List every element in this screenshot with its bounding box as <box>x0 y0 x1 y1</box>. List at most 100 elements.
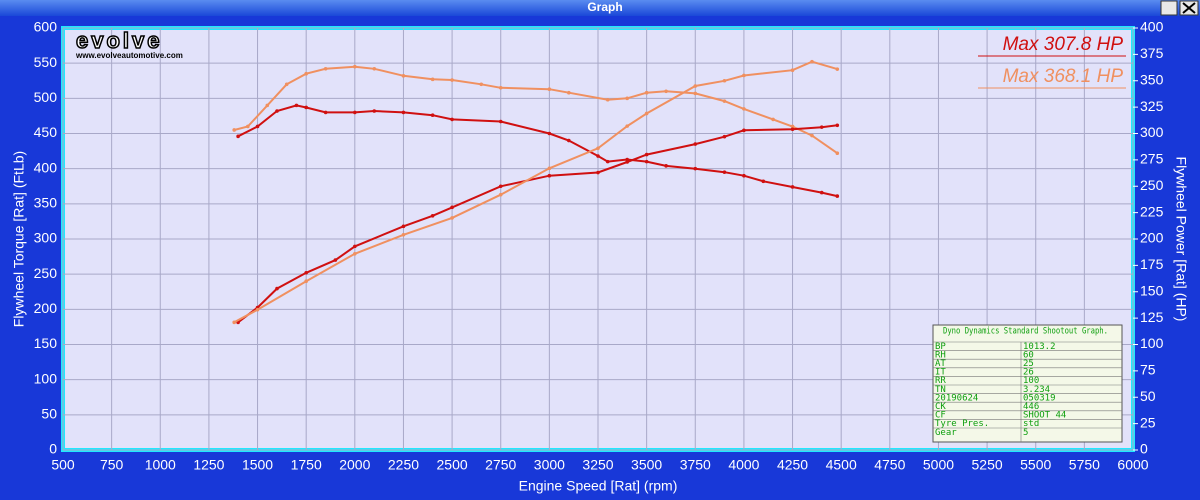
data-point <box>596 154 600 158</box>
y-tick-label: 350 <box>34 195 58 211</box>
x-tick-label: 5750 <box>1069 457 1100 473</box>
data-point <box>722 99 727 103</box>
y-tick-label: 500 <box>34 89 58 105</box>
data-point <box>275 109 279 113</box>
data-point <box>450 205 454 210</box>
x-tick-label: 2500 <box>437 457 468 473</box>
data-point <box>835 151 840 155</box>
data-point <box>664 89 668 94</box>
x-tick-label: 1250 <box>193 457 224 473</box>
data-point <box>372 66 377 71</box>
data-point <box>232 128 236 132</box>
data-point <box>353 64 357 69</box>
info-value: 3.234 <box>1023 385 1050 395</box>
data-point <box>742 173 746 178</box>
data-point <box>430 213 435 218</box>
logo: evolve <box>76 28 163 53</box>
data-point <box>644 159 649 164</box>
data-point <box>323 66 328 71</box>
x-axis-title: Engine Speed [Rat] (rpm) <box>519 478 678 494</box>
y-tick-label: 200 <box>34 300 58 316</box>
data-point <box>304 279 308 284</box>
data-point <box>294 103 299 108</box>
data-point <box>819 190 824 195</box>
y-tick-label: 550 <box>34 54 58 70</box>
x-tick-label: 5500 <box>1020 457 1051 473</box>
x-tick-label: 5250 <box>972 457 1003 473</box>
x-tick-label: 2000 <box>339 457 370 473</box>
y2-tick-label: 225 <box>1140 203 1164 219</box>
y-tick-label: 600 <box>34 19 58 35</box>
data-point <box>498 119 503 124</box>
data-point <box>372 109 377 113</box>
y-tick-label: 100 <box>34 370 58 386</box>
data-point <box>401 224 406 229</box>
y2-tick-label: 275 <box>1140 151 1164 167</box>
legend-entry: Max 368.1 HP <box>1003 66 1124 87</box>
data-point <box>722 170 727 174</box>
info-key: RH <box>935 350 946 360</box>
y2-tick-label: 250 <box>1140 177 1164 193</box>
info-key: Tyre Pres. <box>935 419 989 429</box>
data-point <box>644 111 649 116</box>
x-tick-label: 3500 <box>631 457 662 473</box>
y2-tick-label: 200 <box>1140 230 1164 246</box>
y-tick-label: 250 <box>34 265 58 281</box>
data-point <box>353 251 357 256</box>
data-point <box>547 87 552 91</box>
data-point <box>742 107 746 111</box>
info-value: 25 <box>1023 359 1034 369</box>
info-value: 5 <box>1023 428 1028 438</box>
data-point <box>333 258 338 262</box>
y2-tick-label: 50 <box>1140 388 1156 404</box>
x-tick-label: 1000 <box>145 457 176 473</box>
x-tick-label: 2250 <box>388 457 419 473</box>
info-key: CF <box>935 411 946 421</box>
data-point <box>255 124 260 129</box>
info-value: 60 <box>1023 350 1034 360</box>
x-tick-label: 3000 <box>534 457 565 473</box>
info-value: 100 <box>1023 376 1039 386</box>
data-point <box>771 117 775 122</box>
data-point <box>644 90 649 95</box>
data-point <box>664 164 668 168</box>
x-tick-label: 1750 <box>291 457 322 473</box>
info-value: SHOOT_44 <box>1023 411 1066 421</box>
data-point <box>790 124 795 129</box>
window-title: Graph <box>587 0 622 14</box>
y2-tick-label: 325 <box>1140 98 1164 114</box>
info-background <box>932 324 1123 443</box>
data-point <box>450 78 454 82</box>
legend-entry: Max 307.8 HP <box>1003 34 1124 55</box>
x-tick-label: 4750 <box>874 457 905 473</box>
data-point <box>430 113 435 118</box>
data-point <box>236 134 240 139</box>
data-point <box>430 77 435 82</box>
data-point <box>498 192 503 197</box>
data-point <box>790 185 795 189</box>
info-key: IT <box>935 368 946 378</box>
data-point <box>567 138 571 143</box>
restore-button[interactable] <box>1160 0 1178 16</box>
data-point <box>353 110 357 115</box>
y2-tick-label: 25 <box>1140 414 1156 430</box>
data-point <box>835 67 840 71</box>
info-key: RR <box>935 376 946 386</box>
info-box: Dyno Dynamics Standard Shootout Graph. BP… <box>932 324 1123 443</box>
data-point <box>547 166 552 171</box>
data-point <box>401 110 406 115</box>
data-point <box>742 128 746 133</box>
y2-tick-label: 375 <box>1140 45 1164 61</box>
data-point <box>246 124 250 129</box>
data-point <box>304 105 308 110</box>
x-tick-label: 750 <box>100 457 124 473</box>
y-tick-label: 400 <box>34 159 58 175</box>
logo-url: www.evolveautomotive.com <box>75 51 183 60</box>
x-tick-label: 6000 <box>1117 457 1148 473</box>
data-point <box>479 82 484 87</box>
data-point <box>284 82 289 87</box>
data-point <box>596 146 600 151</box>
y2-tick-label: 100 <box>1140 335 1164 351</box>
data-point <box>835 123 840 128</box>
x-tick-label: 1500 <box>242 457 273 473</box>
